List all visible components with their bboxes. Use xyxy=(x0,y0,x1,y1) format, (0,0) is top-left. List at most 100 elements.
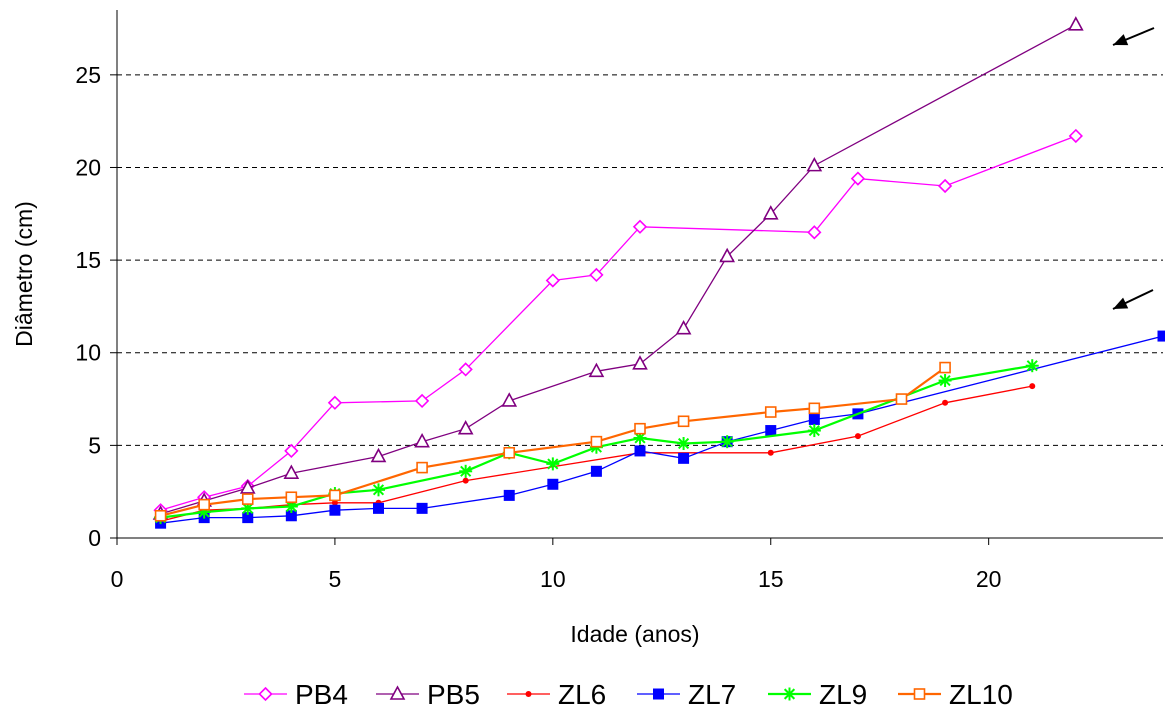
legend-marker-pb5 xyxy=(389,685,406,700)
point-zl9-12 xyxy=(720,435,734,449)
point-zl9-6 xyxy=(459,464,473,478)
point-zl10-2 xyxy=(241,493,254,505)
point-pb4-3 xyxy=(284,443,299,459)
legend-label-zl6: ZL6 xyxy=(558,679,606,709)
point-pb4-11 xyxy=(850,171,866,186)
point-pb5-13 xyxy=(806,156,823,172)
point-zl7-14 xyxy=(808,413,820,425)
legend: PB4 PB5 ZL6 ZL7 ZL9 ZL10 xyxy=(244,679,1013,709)
legend-marker-zl9 xyxy=(783,687,796,701)
y-axis-title: Diâmetro (cm) xyxy=(11,201,37,347)
x-axis-title: Idade (anos) xyxy=(570,621,699,647)
point-zl9-11 xyxy=(677,437,691,451)
point-zl10-13 xyxy=(939,361,951,374)
point-pb5-6 xyxy=(457,420,474,435)
series-area xyxy=(152,16,1165,529)
point-zl7-7 xyxy=(503,489,515,501)
point-pb5-3 xyxy=(283,464,300,479)
point-zl7-8 xyxy=(547,478,559,490)
y-tick-label-20: 20 xyxy=(75,154,101,180)
legend-marker-pb4 xyxy=(258,686,273,702)
series-zl10 xyxy=(154,361,951,522)
series-zl7 xyxy=(155,330,1165,529)
point-zl7-3 xyxy=(285,510,297,522)
y-tick-label-25: 25 xyxy=(75,62,101,88)
point-pb5-9 xyxy=(632,355,648,370)
point-pb4-7 xyxy=(545,273,560,288)
legend-item-zl7: ZL7 xyxy=(637,679,736,709)
point-zl7-5 xyxy=(373,502,384,514)
point-zl9-15 xyxy=(1025,359,1039,373)
point-pb4-4 xyxy=(327,395,343,410)
point-zl7-16 xyxy=(1157,330,1165,342)
point-pb5-12 xyxy=(762,205,779,220)
y-tick-label-10: 10 xyxy=(75,340,101,366)
arrow-lower xyxy=(1112,289,1154,310)
legend-item-pb5: PB5 xyxy=(376,679,480,709)
point-zl10-12 xyxy=(895,393,908,405)
legend-label-pb4: PB4 xyxy=(295,679,348,709)
point-zl6-11 xyxy=(1029,383,1036,390)
x-tick-label-10: 10 xyxy=(540,566,566,592)
legend-label-pb5: PB5 xyxy=(427,679,480,709)
point-zl10-1 xyxy=(198,498,210,511)
series-pb4 xyxy=(153,128,1083,518)
legend-marker-zl6 xyxy=(525,691,532,697)
legend-label-zl7: ZL7 xyxy=(688,679,736,709)
point-zl7-6 xyxy=(416,502,428,514)
point-pb5-4 xyxy=(370,447,387,463)
legend-label-zl10: ZL10 xyxy=(949,679,1013,709)
point-zl7-11 xyxy=(678,452,690,464)
legend-item-zl6: ZL6 xyxy=(507,679,606,709)
point-zl9-3 xyxy=(284,500,298,514)
point-zl7-13 xyxy=(765,425,777,437)
point-pb4-13 xyxy=(1068,128,1083,144)
y-tick-label-5: 5 xyxy=(88,432,101,458)
point-pb5-11 xyxy=(719,247,736,263)
point-zl10-0 xyxy=(154,509,167,522)
point-zl10-11 xyxy=(808,402,821,415)
point-pb5-8 xyxy=(588,362,605,378)
series-line-pb4 xyxy=(160,135,1077,511)
x-tick-label-0: 0 xyxy=(111,566,124,592)
point-pb4-5 xyxy=(414,393,430,409)
series-line-pb5 xyxy=(160,24,1077,515)
point-zl10-10 xyxy=(764,406,777,418)
legend-item-zl10: ZL10 xyxy=(898,679,1013,709)
point-zl10-9 xyxy=(677,415,690,428)
point-zl7-9 xyxy=(590,465,602,477)
point-zl6-9 xyxy=(854,433,861,440)
x-tick-label-20: 20 xyxy=(976,566,1002,592)
point-pb4-10 xyxy=(807,225,822,240)
point-zl10-3 xyxy=(285,491,298,504)
y-tick-label-15: 15 xyxy=(75,247,101,273)
point-pb4-8 xyxy=(589,267,604,283)
point-zl10-5 xyxy=(416,461,428,474)
point-zl6-8 xyxy=(767,449,774,456)
annotations xyxy=(1112,27,1155,310)
point-zl7-2 xyxy=(242,512,254,524)
arrow-upper xyxy=(1112,27,1155,46)
point-zl10-8 xyxy=(634,422,646,435)
point-zl9-5 xyxy=(372,483,385,497)
series-line-zl10 xyxy=(160,366,946,517)
series-line-zl9 xyxy=(160,364,1033,519)
legend-item-pb4: PB4 xyxy=(244,679,348,709)
legend-marker-zl7 xyxy=(653,688,664,700)
series-pb5 xyxy=(152,16,1084,520)
point-pb5-14 xyxy=(1067,16,1084,31)
point-pb5-5 xyxy=(414,432,430,448)
point-pb4-6 xyxy=(458,362,473,377)
axes: 0 5 10 15 20 25 0 5 10 15 20 xyxy=(75,10,1163,592)
point-pb5-2 xyxy=(239,479,256,494)
point-zl7-4 xyxy=(329,504,341,516)
point-zl10-6 xyxy=(503,446,516,459)
point-zl6-4 xyxy=(331,499,338,506)
point-pb4-9 xyxy=(632,219,648,234)
point-pb5-7 xyxy=(501,392,518,407)
legend-marker-zl10 xyxy=(913,688,926,700)
point-zl10-7 xyxy=(590,435,603,448)
point-zl7-10 xyxy=(634,445,646,457)
